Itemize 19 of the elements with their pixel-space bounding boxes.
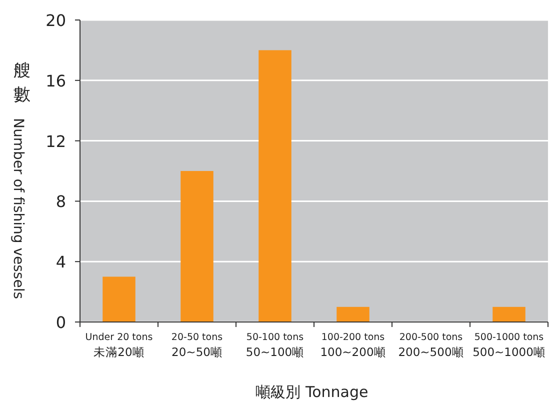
x-tick-label: 200-500 tons 200~500噸	[398, 332, 464, 359]
y-tick-label: 4	[56, 252, 66, 272]
y-tick-label: 16	[46, 71, 66, 90]
y-tick-label: 12	[46, 132, 66, 151]
bar	[180, 171, 214, 322]
x-tick-label: 100-200 tons 100~200噸	[320, 332, 386, 359]
y-axis-title: 艘數 Number of fishing vessels	[10, 61, 30, 300]
bar	[336, 306, 370, 322]
bar	[492, 306, 526, 322]
y-tick-label: 8	[56, 192, 66, 212]
y-tick-label: 0	[56, 313, 66, 332]
x-tick-label: Under 20 tons 未滿20噸	[85, 332, 153, 359]
bar	[102, 276, 136, 322]
x-tick-label: 50-100 tons 50~100噸	[246, 332, 304, 359]
x-tick-label: 20-50 tons 20~50噸	[171, 332, 223, 359]
x-tick-label: 500-1000 tons 500~1000噸	[472, 332, 546, 359]
x-axis-title: 噸級別 Tonnage	[256, 383, 368, 401]
y-tick-label: 20	[46, 11, 66, 30]
bar	[258, 50, 292, 322]
